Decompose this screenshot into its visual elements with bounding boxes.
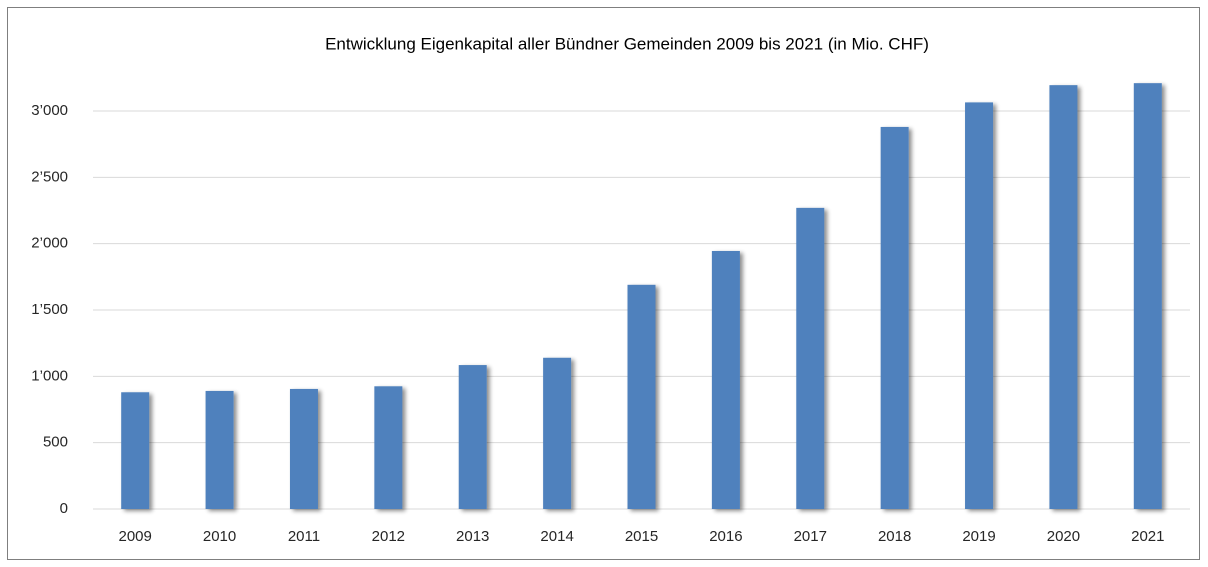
x-tick-label: 2012 (372, 528, 405, 545)
bar (627, 284, 656, 509)
y-tick-label: 2’000 (31, 235, 68, 252)
bar (880, 126, 909, 509)
bar (205, 390, 234, 509)
bar (458, 365, 487, 509)
x-tick-label: 2011 (288, 528, 320, 545)
x-tick-label: 2010 (203, 528, 236, 545)
bar (796, 207, 825, 509)
bar (1133, 83, 1162, 509)
bar (289, 388, 318, 509)
y-tick-label: 1’500 (31, 301, 68, 318)
x-tick-label: 2017 (794, 528, 827, 545)
x-tick-label: 2013 (456, 528, 489, 545)
y-tick-label: 0 (60, 500, 68, 517)
bar (965, 102, 994, 510)
x-tick-label: 2021 (1131, 528, 1164, 545)
x-tick-label: 2014 (540, 528, 573, 545)
y-tick-label: 500 (43, 434, 68, 451)
bar (1049, 85, 1078, 509)
x-tick-label: 2015 (625, 528, 658, 545)
bar (374, 386, 403, 509)
bar (543, 357, 572, 509)
bar (711, 250, 740, 509)
y-tick-label: 1’000 (31, 367, 68, 384)
x-tick-label: 2016 (709, 528, 742, 545)
y-tick-label: 3’000 (31, 102, 68, 119)
y-tick-label: 2’500 (31, 168, 68, 185)
x-tick-label: 2020 (1047, 528, 1080, 545)
x-tick-label: 2009 (119, 528, 152, 545)
chart-frame (7, 7, 1200, 560)
x-tick-label: 2019 (962, 528, 995, 545)
chart-title: Entwicklung Eigenkapital aller Bündner G… (325, 34, 929, 53)
x-tick-label: 2018 (878, 528, 911, 545)
bar (121, 392, 150, 509)
